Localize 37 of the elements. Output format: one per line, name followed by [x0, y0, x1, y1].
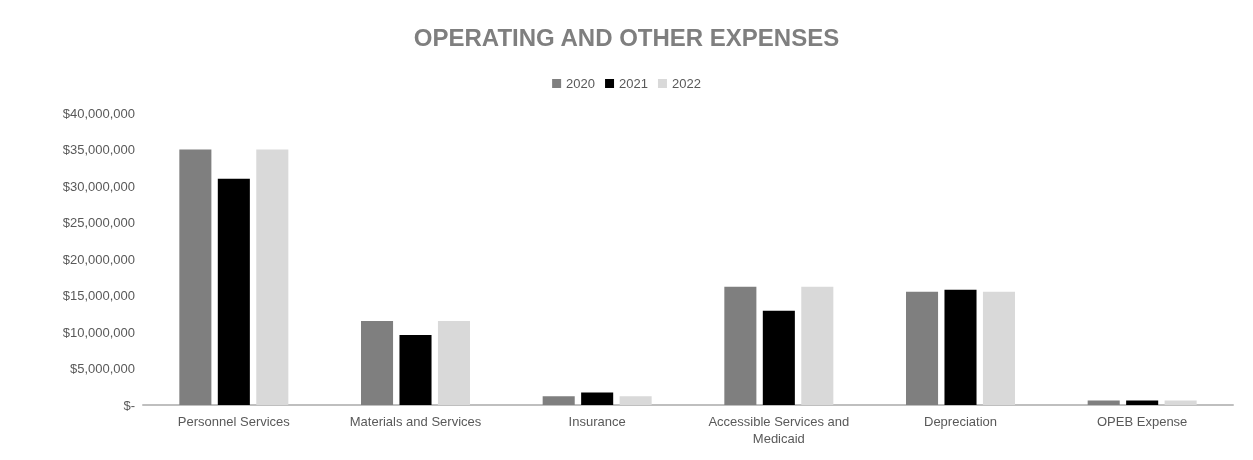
y-tick-label: $15,000,000: [62, 288, 135, 303]
legend-label: 2020: [566, 76, 596, 91]
y-tick-label: $35,000,000: [62, 142, 135, 157]
y-tick-label: $25,000,000: [62, 215, 135, 230]
bar: [542, 396, 575, 405]
bar: [361, 321, 394, 405]
bar: [1087, 400, 1120, 405]
y-tick-label: $20,000,000: [62, 251, 135, 267]
x-tick-label: Depreciation: [924, 414, 997, 429]
bar: [256, 149, 289, 405]
y-tick-label: $10,000,000: [62, 324, 135, 340]
bar: [217, 178, 250, 405]
bar: [762, 310, 795, 405]
bar: [179, 149, 212, 405]
bar: [581, 392, 614, 405]
x-tick-label: Personnel Services: [177, 414, 291, 429]
bar: [619, 396, 652, 405]
y-tick-label: $30,000,000: [62, 178, 135, 194]
legend-label: 2022: [671, 76, 701, 91]
bar: [1126, 400, 1159, 405]
legend-label: 2021: [619, 76, 648, 91]
bar: [1164, 400, 1197, 405]
x-tick-label: Accessible Services and Medicaid: [708, 414, 850, 446]
x-tick-label: OPEB Expense: [1097, 414, 1188, 429]
x-tick-label: Insurance: [568, 414, 626, 429]
bar: [944, 289, 977, 405]
x-tick-label: Materials and Services: [349, 414, 482, 429]
bar: [906, 291, 939, 405]
bar: [982, 291, 1015, 405]
chart-title: OPERATING AND OTHER EXPENSES: [413, 23, 840, 51]
bar: [437, 321, 470, 405]
bar: [399, 334, 432, 405]
y-tick-label: $40,000,000: [62, 105, 135, 121]
y-tick-label: $-: [123, 397, 135, 413]
bar: [724, 286, 757, 405]
bar: [801, 286, 834, 405]
y-tick-label: $5,000,000: [69, 361, 135, 376]
